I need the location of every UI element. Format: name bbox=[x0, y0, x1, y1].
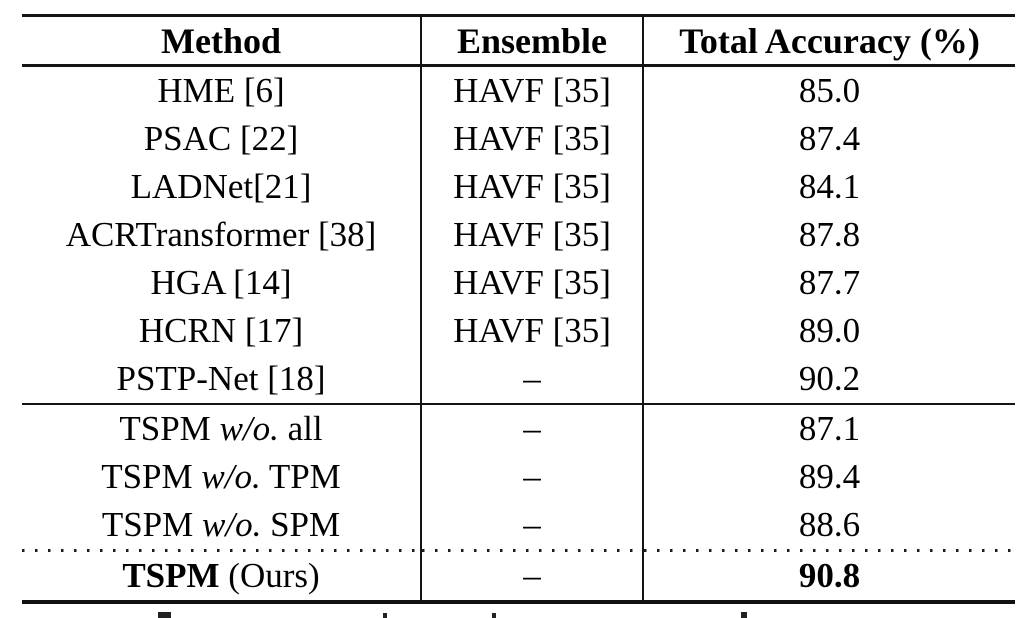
method-text: PSTP-Net [18] bbox=[116, 359, 326, 398]
method-suffix-text: TPM bbox=[260, 457, 341, 496]
method-italic-text: w/o. bbox=[201, 457, 261, 496]
dotted-rule bbox=[644, 549, 1015, 552]
results-table: Method Ensemble Total Accuracy (%) HME [… bbox=[22, 14, 1015, 604]
ensemble-cell: – bbox=[420, 501, 644, 549]
method-suffix-text: all bbox=[278, 409, 323, 448]
table-row: PSTP-Net [18] – 90.2 bbox=[22, 355, 1015, 404]
ensemble-cell: HAVF [35] bbox=[420, 163, 644, 211]
method-text: TSPM bbox=[119, 409, 220, 448]
accuracy-cell: 87.8 bbox=[798, 215, 861, 254]
table-row-ablation: TSPM w/o. all – 87.1 bbox=[22, 403, 1015, 453]
table-row-ours: TSPM (Ours) – 90.8 bbox=[22, 552, 1015, 602]
caption-text-fragment bbox=[383, 613, 387, 618]
accuracy-cell: 87.7 bbox=[798, 263, 861, 302]
method-italic-text: w/o. bbox=[202, 505, 262, 544]
method-italic-text: w/o. bbox=[219, 409, 279, 448]
method-suffix-text: SPM bbox=[261, 505, 341, 544]
accuracy-cell: 90.8 bbox=[798, 556, 861, 595]
method-text: HCRN [17] bbox=[138, 311, 304, 350]
accuracy-cell: 85.0 bbox=[798, 71, 861, 110]
ensemble-cell: – bbox=[420, 453, 644, 501]
table-row: HGA [14] HAVF [35] 87.7 bbox=[22, 259, 1015, 307]
col-header-method: Method bbox=[161, 20, 281, 61]
table-row: HME [6] HAVF [35] 85.0 bbox=[22, 65, 1015, 116]
ensemble-cell: HAVF [35] bbox=[420, 65, 644, 115]
ensemble-cell: – bbox=[420, 403, 644, 453]
method-cell: LADNet[21] bbox=[22, 163, 421, 211]
accuracy-cell: 87.4 bbox=[798, 119, 861, 158]
ensemble-cell: HAVF [35] bbox=[420, 307, 644, 355]
col-header-ensemble: Ensemble bbox=[420, 15, 644, 66]
table-row: LADNet[21] HAVF [35] 84.1 bbox=[22, 163, 1015, 211]
caption-text-fragment bbox=[492, 613, 496, 618]
table-row: ACRTransformer [38] HAVF [35] 87.8 bbox=[22, 211, 1015, 259]
method-cell: HME [6] bbox=[22, 66, 421, 116]
method-text: HME [6] bbox=[157, 71, 285, 110]
header-row: Method Ensemble Total Accuracy (%) bbox=[22, 15, 1015, 66]
table-row-ablation: TSPM w/o. SPM – 88.6 bbox=[22, 501, 1015, 549]
ensemble-cell: HAVF [35] bbox=[420, 115, 644, 163]
method-cell: TSPM w/o. all bbox=[22, 403, 421, 453]
accuracy-cell: 84.1 bbox=[798, 167, 861, 206]
method-text: ACRTransformer [38] bbox=[65, 215, 377, 254]
caption-text-fragment bbox=[158, 612, 171, 618]
method-cell: HGA [14] bbox=[22, 259, 421, 307]
method-text: PSAC [22] bbox=[143, 119, 299, 158]
method-suffix-text: (Ours) bbox=[219, 556, 320, 595]
method-cell: ACRTransformer [38] bbox=[22, 211, 421, 259]
method-text: TSPM bbox=[122, 556, 220, 595]
table-row: HCRN [17] HAVF [35] 89.0 bbox=[22, 307, 1015, 355]
method-cell: HCRN [17] bbox=[22, 307, 421, 355]
table-row-ablation: TSPM w/o. TPM – 89.4 bbox=[22, 453, 1015, 501]
dotted-divider bbox=[22, 549, 1015, 552]
ensemble-cell: HAVF [35] bbox=[420, 211, 644, 259]
method-cell: PSAC [22] bbox=[22, 115, 421, 163]
ensemble-cell: – bbox=[420, 552, 644, 602]
method-text: TSPM bbox=[101, 457, 202, 496]
ensemble-cell: HAVF [35] bbox=[420, 259, 644, 307]
method-text: LADNet[21] bbox=[130, 167, 312, 206]
accuracy-cell: 89.4 bbox=[798, 457, 861, 496]
col-header-total-accuracy: Total Accuracy (%) bbox=[679, 20, 980, 61]
method-cell: TSPM w/o. SPM bbox=[22, 501, 421, 549]
accuracy-cell: 87.1 bbox=[643, 403, 1015, 453]
accuracy-cell: 89.0 bbox=[798, 311, 861, 350]
accuracy-cell: 88.6 bbox=[798, 505, 861, 544]
ensemble-cell: – bbox=[420, 355, 644, 404]
dotted-rule bbox=[422, 549, 642, 552]
method-cell: TSPM w/o. TPM bbox=[22, 453, 421, 501]
caption-text-fragment bbox=[741, 612, 747, 618]
method-cell: TSPM (Ours) bbox=[22, 552, 421, 602]
table-row: PSAC [22] HAVF [35] 87.4 bbox=[22, 115, 1015, 163]
method-text: HGA [14] bbox=[150, 263, 292, 302]
dotted-rule bbox=[22, 549, 420, 552]
accuracy-cell: 90.2 bbox=[798, 359, 861, 398]
method-cell: PSTP-Net [18] bbox=[22, 355, 421, 404]
method-text: TSPM bbox=[101, 505, 203, 544]
